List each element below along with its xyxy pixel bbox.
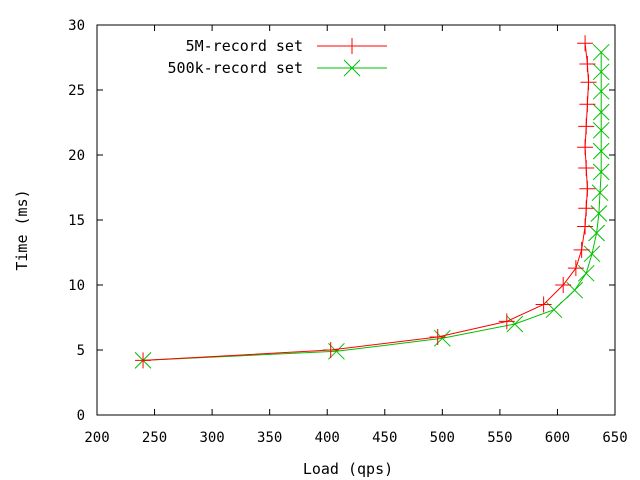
x-tick-label: 650 [602,430,627,446]
y-tick-label: 10 [68,278,85,294]
marker-stroke [588,224,605,242]
marker-stroke [506,315,524,333]
series-5m-point [535,296,552,313]
y-tick-label: 20 [68,148,85,164]
x-tick-label: 450 [372,430,397,446]
marker-stroke [583,245,601,263]
legend-swatch-marker [344,38,360,54]
plot-frame [96,24,616,416]
series-5m-point [578,200,595,217]
axis-tick-labels: 200 250 300 350 400 450 500 550 600 650 0 5 10 15 20 25… [68,18,628,446]
series-5m-point [579,180,596,197]
y-tick-label: 0 [77,408,85,424]
marker-stroke [592,63,610,81]
series-5m-point [555,277,572,293]
marker-stroke [592,103,610,121]
series-5m-point [498,313,515,330]
series-5m-point [577,35,594,52]
series-500k-point [592,82,610,100]
series-5m-point [579,56,596,72]
series-500k-point [592,63,610,81]
y-tick-label: 30 [68,18,85,34]
series-5m-point [567,260,584,277]
series-500k-point [588,224,605,242]
marker-stroke [592,121,610,139]
legend-label: 5M-record set [186,37,303,55]
series-5m-point [580,74,597,91]
series-500k-point [592,163,610,181]
series-500k-point [591,184,609,202]
series-5m-point [322,342,339,358]
x-tick-label: 500 [430,430,455,446]
series-5m-point [579,96,596,113]
marker-stroke [566,281,584,299]
series-5m [135,35,597,369]
series-5m-point [577,139,594,156]
legend: 5M-record set 500k-record set [168,37,387,77]
series-500k-point [592,43,610,61]
marker-stroke [592,163,610,181]
series-500k-point [592,142,610,160]
series-500k-line [142,52,602,361]
series-5m-point [573,241,590,258]
x-tick-label: 600 [545,430,570,446]
x-tick-label: 200 [84,430,109,446]
series-500k-point [592,121,610,139]
x-tick-label: 250 [142,430,167,446]
series-5m-point [429,329,446,345]
x-tick-label: 350 [257,430,282,446]
series-500k-point [506,315,524,333]
x-tick-label: 550 [487,430,512,446]
x-tick-label: 400 [315,430,340,446]
marker-stroke [591,184,609,202]
series-500k-point [592,103,610,121]
plot-marks [134,35,610,369]
marker-stroke [433,329,451,347]
marker-stroke [545,301,563,319]
marker-stroke [577,264,595,282]
y-tick-label: 25 [68,83,85,99]
marker-stroke [592,82,610,100]
marker-stroke [592,43,610,61]
series-500k-point [433,329,451,347]
marker-stroke [343,59,361,77]
series-5m-point [577,218,594,235]
series-5m-point [578,118,595,135]
marker-stroke [590,205,608,222]
series-5m-point [135,352,152,369]
legend-label: 500k-record set [168,59,303,77]
x-tick-label: 300 [199,430,224,446]
series-500k-point [583,245,601,263]
legend-swatch-marker [343,59,361,77]
y-tick-label: 5 [77,343,85,359]
y-tick-label: 15 [68,213,85,229]
y-axis-label: Time (ms) [13,189,31,270]
marker-stroke [592,142,610,160]
series-5m-point [578,160,595,176]
x-axis-label: Load (qps) [303,460,393,478]
